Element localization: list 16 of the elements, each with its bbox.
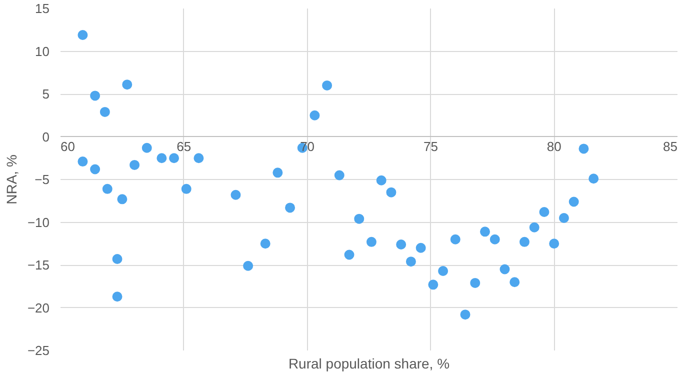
- x-tick-label: 85: [663, 138, 678, 154]
- y-tick-label: 0: [42, 129, 50, 144]
- y-tick-label: −20: [27, 300, 50, 316]
- x-tick-label: 60: [60, 138, 75, 154]
- x-tick-label: 75: [423, 138, 438, 154]
- y-tick-label: 5: [42, 86, 50, 102]
- y-tick-label: 10: [35, 44, 50, 59]
- y-tick-label: −15: [27, 258, 50, 272]
- x-axis-title: Rural population share, %: [288, 356, 450, 372]
- x-tick-label: 65: [176, 138, 192, 154]
- y-tick-label: −5: [34, 172, 50, 187]
- y-axis-title: NRA, %: [3, 154, 20, 204]
- y-tick-label: −25: [27, 343, 50, 358]
- x-tick-label: 80: [546, 138, 562, 154]
- y-tick-label: 15: [35, 1, 50, 16]
- y-tick-label: −10: [27, 214, 50, 230]
